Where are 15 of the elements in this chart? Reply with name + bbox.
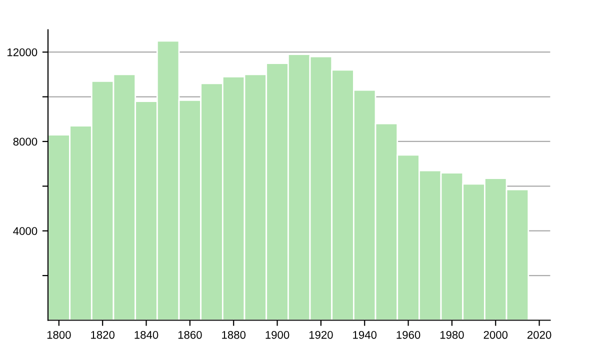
y-tick-label: 8000 (13, 138, 38, 146)
x-tick-label: 1880 (222, 330, 246, 339)
y-tick-label: 4000 (13, 227, 38, 235)
x-tick-label: 2020 (527, 330, 552, 339)
x-tick-label: 1900 (266, 330, 290, 339)
x-tick-label: 1800 (47, 330, 71, 339)
x-tick-label: 1960 (396, 330, 420, 339)
y-tick-label: 12000 (8, 48, 38, 56)
x-tick-label: 2000 (484, 330, 508, 339)
x-tick-label: 1980 (440, 330, 464, 339)
x-tick-label: 1820 (91, 330, 115, 339)
x-tick-label: 1920 (309, 330, 333, 339)
x-tick-label: 1840 (134, 330, 158, 339)
x-tick-label: 1860 (178, 330, 202, 339)
x-tick-label: 1940 (353, 330, 377, 339)
